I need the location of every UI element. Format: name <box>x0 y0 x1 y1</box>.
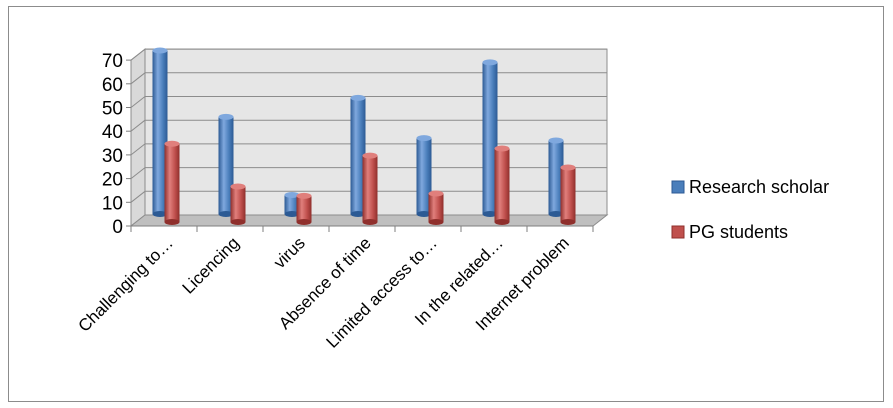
legend-label: Research scholar <box>689 177 829 197</box>
bar-base <box>494 219 510 225</box>
bar-base <box>350 211 366 217</box>
x-category-label: Licencing <box>179 233 243 297</box>
bar-base <box>548 211 564 217</box>
legend: Research scholar PG students <box>671 177 829 242</box>
bar-body <box>428 193 444 222</box>
bar-base <box>164 219 180 225</box>
bar-research-scholar <box>548 137 564 217</box>
bar-base <box>152 211 168 217</box>
bar-body <box>416 138 432 214</box>
bar-pg-students <box>362 152 378 225</box>
legend-label: PG students <box>689 222 788 242</box>
chart-frame: 0 10 20 30 40 50 60 70 Challenging to… Licencing… <box>8 6 884 402</box>
bar-top <box>152 47 168 54</box>
bar-top <box>164 140 180 147</box>
gridline-side <box>130 48 146 61</box>
bar-body <box>560 167 576 222</box>
bar-research-scholar <box>482 59 498 217</box>
bar-top <box>548 137 564 144</box>
legend-item: Research scholar <box>671 177 829 197</box>
bar-body <box>284 195 300 214</box>
bar-body <box>482 62 498 214</box>
y-tick-label: 70 <box>102 51 123 72</box>
bar-body <box>548 140 564 214</box>
bar-base <box>428 219 444 225</box>
x-category-label: Limited access to… <box>322 233 440 351</box>
bars <box>152 47 576 225</box>
gridline-side <box>130 190 146 203</box>
gridline-side <box>130 167 146 179</box>
bar-top <box>296 192 312 199</box>
bar-body <box>494 148 510 222</box>
bar-base <box>230 219 246 225</box>
bar-body <box>218 116 234 214</box>
bar-base <box>296 219 312 225</box>
bar-base <box>362 219 378 225</box>
legend-swatch <box>671 225 685 239</box>
side-wall <box>130 48 146 228</box>
bar-top <box>218 113 234 120</box>
bar-pg-students <box>560 164 576 225</box>
bar-pg-students <box>230 183 246 225</box>
gridline-side <box>130 143 146 156</box>
bar-body <box>164 143 180 222</box>
bar-research-scholar <box>416 135 432 217</box>
gridline-side <box>130 119 146 132</box>
bar-pg-students <box>164 140 180 225</box>
bar-research-scholar <box>284 192 300 217</box>
legend-swatch <box>671 180 685 194</box>
legend-item: PG students <box>671 222 788 242</box>
y-tick-label: 10 <box>102 193 123 214</box>
bar-top <box>428 190 444 197</box>
bar-body <box>350 97 366 214</box>
bar-top <box>362 152 378 159</box>
bar-base <box>416 211 432 217</box>
bar-base <box>284 211 300 217</box>
bar-pg-students <box>494 145 510 225</box>
y-tick-label: 60 <box>102 75 123 96</box>
bar-pg-students <box>296 192 312 225</box>
bar-top <box>482 59 498 66</box>
bar-body <box>362 155 378 222</box>
bar-pg-students <box>428 190 444 225</box>
bar-top <box>560 164 576 171</box>
y-tick-label: 0 <box>112 217 123 238</box>
bar-research-scholar <box>218 113 234 217</box>
bar-top <box>494 145 510 152</box>
y-tick-label: 50 <box>102 99 123 120</box>
bar-top <box>230 183 246 190</box>
x-category-label: virus <box>270 233 309 272</box>
bar-base <box>218 211 234 217</box>
bar-top <box>284 192 300 199</box>
y-tick-label: 40 <box>102 122 123 143</box>
y-tick-label: 30 <box>102 146 123 167</box>
x-axis <box>130 225 594 232</box>
y-tick-label: 20 <box>102 170 123 191</box>
bar-base <box>482 211 498 217</box>
gridline-side <box>130 96 146 108</box>
bar-body <box>296 195 312 222</box>
bar-base <box>560 219 576 225</box>
bar-body <box>230 186 246 222</box>
gridline-side <box>130 72 146 85</box>
bar-body <box>152 50 168 214</box>
x-category-label: Challenging to… <box>75 233 177 335</box>
bar-top <box>416 135 432 142</box>
bar-research-scholar <box>350 94 366 217</box>
bar-research-scholar <box>152 47 168 217</box>
bar-top <box>350 94 366 101</box>
